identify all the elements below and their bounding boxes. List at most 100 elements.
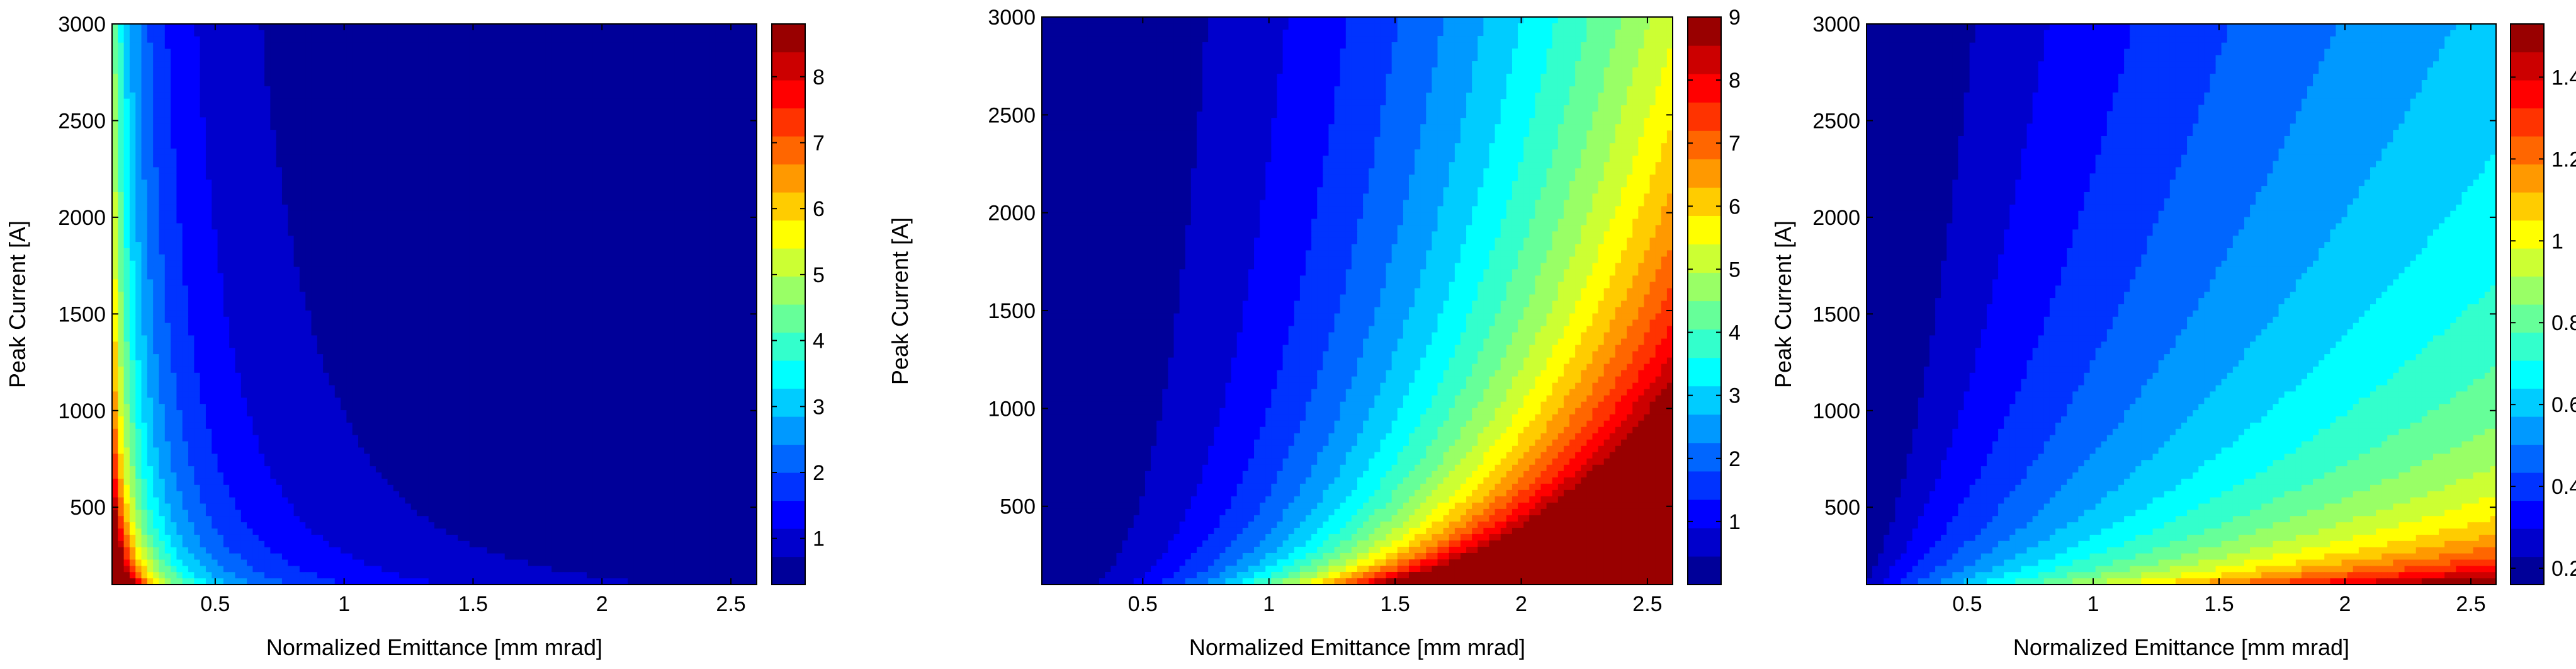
contour-cell (141, 80, 148, 87)
contour-cell (534, 154, 541, 162)
contour-cell (399, 74, 406, 81)
contour-cell (727, 142, 734, 149)
contour-cell (381, 55, 388, 62)
contour-cell (194, 223, 201, 230)
contour-cell (727, 254, 734, 261)
contour-cell (750, 236, 757, 243)
contour-cell (551, 130, 558, 137)
contour-cell (733, 279, 740, 286)
contour-cell (147, 298, 154, 305)
contour-cell (534, 24, 541, 31)
contour-cell (610, 273, 617, 280)
contour-cell (212, 304, 218, 311)
contour-cell (698, 173, 704, 180)
contour-cell (305, 223, 312, 230)
contour-cell (674, 236, 681, 243)
contour-cell (692, 98, 699, 106)
contour-cell (247, 248, 254, 255)
contour-cell (171, 117, 177, 124)
contour-cell (551, 254, 558, 261)
contour-cell (276, 117, 283, 124)
contour-cell (569, 55, 576, 62)
contour-cell (229, 229, 236, 236)
contour-cell (428, 98, 435, 106)
contour-cell (604, 148, 611, 156)
contour-cell (528, 186, 534, 193)
contour-cell (563, 36, 570, 43)
contour-cell (651, 61, 658, 68)
contour-cell (129, 210, 136, 218)
contour-cell (217, 242, 224, 249)
contour-cell (663, 86, 669, 93)
contour-cell (252, 273, 259, 280)
contour-cell (112, 242, 118, 249)
contour-cell (258, 236, 265, 243)
contour-cell (610, 123, 617, 130)
contour-cell (569, 154, 576, 162)
contour-cell (288, 117, 295, 124)
contour-cell (182, 242, 189, 249)
contour-cell (645, 42, 652, 50)
contour-cell (487, 61, 494, 68)
contour-cell (704, 142, 711, 149)
contour-cell (364, 204, 371, 212)
contour-cell (721, 142, 728, 149)
contour-cell (281, 173, 288, 180)
contour-cell (288, 36, 295, 43)
contour-cell (645, 55, 652, 62)
contour-cell (475, 74, 482, 81)
contour-cell (147, 30, 154, 37)
contour-cell (399, 210, 406, 218)
contour-cell (434, 80, 441, 87)
contour-cell (229, 24, 236, 31)
contour-cell (276, 67, 283, 74)
contour-cell (692, 229, 699, 236)
contour-cell (616, 266, 623, 274)
contour-cell (129, 105, 136, 112)
contour-cell (698, 105, 704, 112)
contour-cell (188, 42, 195, 50)
contour-cell (247, 273, 254, 280)
contour-cell (451, 98, 458, 106)
contour-cell (334, 173, 341, 180)
contour-cell (657, 42, 664, 50)
contour-cell (639, 298, 646, 305)
contour-cell (281, 36, 288, 43)
contour-cell (621, 55, 628, 62)
contour-cell (129, 154, 136, 162)
contour-cell (200, 254, 206, 261)
contour-cell (159, 92, 166, 100)
contour-cell (580, 148, 587, 156)
contour-cell (475, 266, 482, 274)
contour-cell (288, 55, 295, 62)
contour-cell (698, 273, 704, 280)
contour-cell (528, 30, 534, 37)
contour-cell (428, 154, 435, 162)
contour-cell (346, 242, 353, 249)
contour-cell (504, 279, 511, 286)
contour-cell (229, 285, 236, 292)
contour-cell (341, 105, 347, 112)
contour-cell (616, 98, 623, 106)
contour-cell (264, 105, 271, 112)
contour-cell (410, 285, 417, 292)
contour-cell (563, 167, 570, 174)
contour-cell (410, 24, 417, 31)
contour-cell (387, 266, 394, 274)
contour-cell (364, 266, 371, 274)
contour-cell (504, 292, 511, 299)
contour-cell (522, 80, 529, 87)
contour-cell (451, 55, 458, 62)
contour-cell (475, 142, 482, 149)
contour-cell (141, 117, 148, 124)
contour-cell (223, 223, 230, 230)
contour-cell (200, 130, 206, 137)
contour-cell (264, 111, 271, 118)
contour-cell (182, 266, 189, 274)
contour-cell (487, 111, 494, 118)
contour-cell (358, 117, 364, 124)
contour-cell (715, 248, 722, 255)
contour-cell (205, 148, 212, 156)
contour-cell (112, 148, 118, 156)
contour-cell (428, 80, 435, 87)
